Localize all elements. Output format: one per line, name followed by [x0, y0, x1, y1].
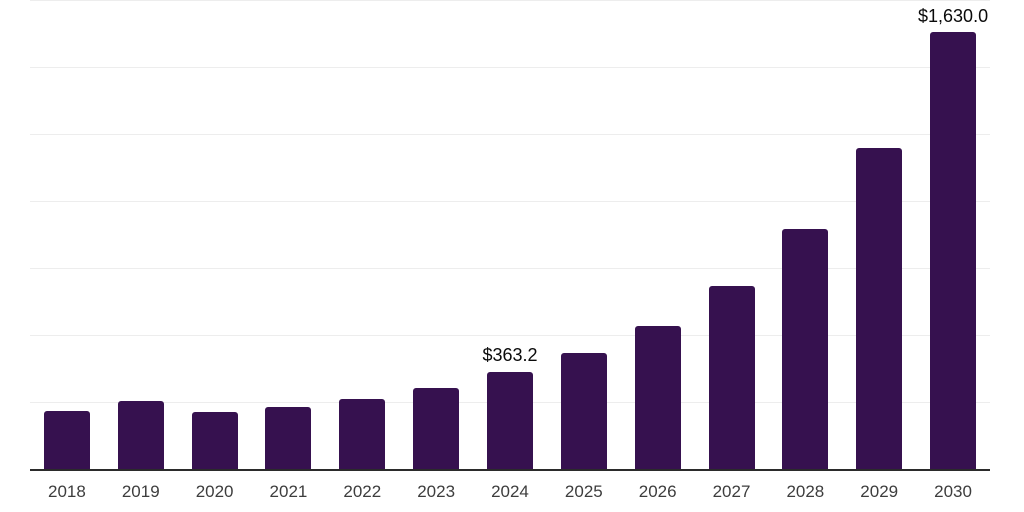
bar-2019: [117, 401, 164, 469]
x-tick-2018: 2018: [48, 481, 86, 501]
x-tick-2024: 2024: [491, 481, 529, 501]
x-tick-2028: 2028: [786, 481, 825, 501]
x-tick-2022: 2022: [343, 481, 382, 501]
x-tick-2019: 2019: [121, 481, 160, 501]
gridline-750: [30, 268, 990, 269]
bar-band-2019: [104, 0, 178, 469]
bar-band-2028: [768, 0, 842, 469]
bar-2029: [856, 148, 903, 469]
bar-band-2020: [178, 0, 252, 469]
bar-band-2030: $1,630.0: [916, 0, 990, 469]
bar-band-2018: [30, 0, 104, 469]
bar-2024: [486, 371, 533, 469]
bar-band-2022: [325, 0, 399, 469]
bar-2027: [708, 285, 755, 469]
gridline-1250: [30, 134, 990, 135]
x-tick-2023: 2023: [417, 481, 456, 501]
bar-2022: [339, 398, 386, 469]
bar-2023: [413, 387, 460, 469]
bar-band-2025: [547, 0, 621, 469]
bar-band-2023: [399, 0, 473, 469]
bar-2018: [43, 410, 90, 469]
value-label-2024: $363.2: [482, 345, 538, 366]
gridline-1000: [30, 201, 990, 202]
x-tick-2027: 2027: [712, 481, 751, 501]
x-tick-2030: 2030: [934, 481, 972, 501]
bar-band-2024: $363.2: [473, 0, 547, 469]
gridline-1500: [30, 67, 990, 68]
x-tick-2025: 2025: [564, 481, 603, 501]
x-tick-2020: 2020: [195, 481, 234, 501]
bar-2025: [560, 353, 607, 469]
bar-2020: [191, 412, 238, 469]
x-axis-line: [30, 469, 990, 471]
x-axis-tick-labels: 2018 2019 2020 2021 2022 2023 2024 2025 2026 2027…: [30, 471, 990, 512]
bar-2028: [782, 228, 829, 469]
x-tick-2026: 2026: [638, 481, 677, 501]
bar-band-2029: [842, 0, 916, 469]
x-tick-2029: 2029: [860, 481, 899, 501]
gridline-500: [30, 335, 990, 336]
gridline-1750: [30, 0, 990, 1]
bar-2021: [265, 406, 312, 469]
bar-2030: [930, 32, 977, 469]
x-tick-2021: 2021: [269, 481, 308, 501]
bar-band-2026: [621, 0, 695, 469]
bars-row: $363.2 $1,630.0: [30, 0, 990, 469]
bar-2026: [634, 325, 681, 469]
bar-band-2021: [252, 0, 326, 469]
plot-area: $363.2 $1,630.0: [30, 0, 990, 469]
bar-band-2027: [695, 0, 769, 469]
value-label-2030: $1,630.0: [918, 5, 989, 26]
